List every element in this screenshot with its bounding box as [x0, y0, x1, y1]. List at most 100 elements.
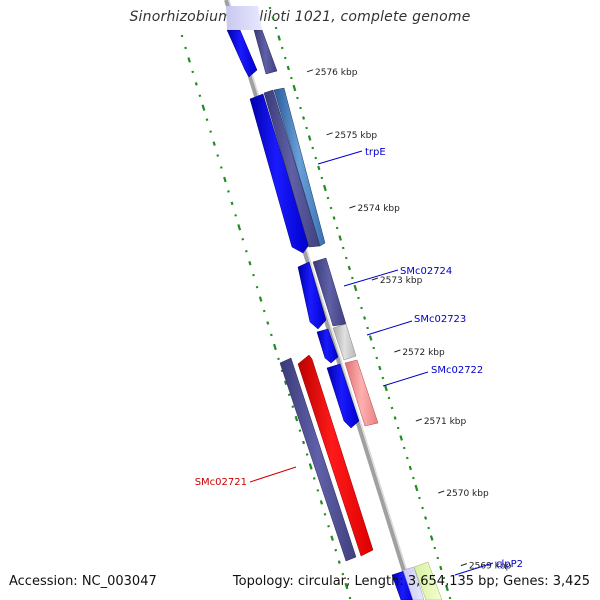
gc-skew-mark [338, 235, 342, 241]
gc-skew-mark [302, 116, 306, 120]
scale-tick-label: 2576 kbp [315, 68, 358, 78]
gc-skew-mark [402, 446, 406, 450]
gc-skew-mark [292, 84, 297, 92]
gc-skew-mark [298, 429, 302, 432]
gc-skew-mark [381, 376, 385, 380]
gc-skew-mark [368, 335, 373, 341]
gene-trpE[interactable] [249, 93, 310, 254]
gc-skew-mark [393, 416, 397, 420]
scale-tick-label: 2570 kbp [446, 489, 489, 499]
gc-skew-mark [323, 513, 327, 516]
scale-ticks: 2576 kbp 2575 kbp 2574 kbp 2573 kbp 2572 kbp… [306, 68, 512, 572]
gc-skew-mark [344, 582, 349, 590]
scale-tick-label: 2574 kbp [357, 204, 400, 214]
gc-skew-mark [223, 176, 227, 183]
gc-skew-mark [320, 176, 324, 180]
gc-skew-mark [212, 141, 216, 146]
gc-skew-mark [363, 316, 367, 320]
gc-skew-mark [283, 56, 287, 60]
gc-skew-mark [237, 224, 242, 231]
gene-top-pale[interactable] [226, 6, 262, 30]
accession-label: Accession: NC_003047 [9, 574, 157, 589]
gene-top-blue[interactable] [226, 29, 258, 78]
gc-skew-mark [360, 306, 363, 310]
cds-clpP2-a[interactable] [402, 566, 425, 600]
gc-skew-mark [184, 46, 187, 50]
gc-skew-mark [305, 453, 309, 456]
gc-skew-mark [366, 326, 369, 330]
scale-tick-label: 2573 kbp [380, 276, 423, 286]
scale-tick [326, 132, 333, 136]
gc-skew-mark [384, 384, 388, 392]
gene-label-SMc02723[interactable]: SMc02723 [414, 314, 466, 325]
cds-clpP2-b[interactable] [413, 561, 443, 600]
gc-skew-mark [252, 273, 255, 277]
gene-SMc02724[interactable] [297, 261, 327, 330]
gc-skew-mark [387, 396, 391, 400]
gc-skew-mark [353, 284, 358, 292]
gc-skew-mark [327, 524, 330, 528]
gc-skew-mark [268, 6, 272, 10]
gc-skew-mark [399, 435, 403, 441]
gene-label-SMc02722[interactable]: SMc02722 [431, 365, 483, 376]
scale-tick-label: 2575 kbp [335, 131, 378, 141]
gc-skew-mark [372, 346, 376, 350]
gc-skew-mark [341, 246, 345, 250]
gc-skew-mark [414, 484, 419, 492]
gc-skew-mark [230, 201, 234, 206]
gc-skew-mark [351, 276, 354, 280]
gene-label-clpP2[interactable]: clpP2 [496, 559, 523, 570]
gc-skew-mark [290, 76, 293, 80]
gc-skew-mark [322, 184, 327, 192]
scale-tick [306, 69, 314, 73]
genome-summary-text: Topology: circular; Length: 3,654,135 bp… [232, 574, 590, 589]
gene-label-trpE[interactable]: trpE [365, 147, 386, 158]
gc-skew-mark [448, 596, 452, 600]
gc-skew-mark [445, 584, 449, 592]
gene-SMc02722[interactable] [326, 363, 360, 429]
gc-skew-mark [433, 546, 437, 550]
gc-skew-mark [280, 46, 284, 50]
gc-skew-mark [307, 135, 312, 141]
reverse-strand-genes [279, 354, 374, 562]
gc-skew-mark [337, 560, 341, 564]
gc-skew-mark [201, 104, 206, 111]
gene-SMc02721[interactable] [297, 354, 374, 557]
scale-tick-label: 2572 kbp [402, 348, 445, 358]
gc-skew-mark [277, 35, 281, 41]
forward-strand-genes [226, 6, 443, 600]
cds-trpE-b[interactable] [273, 87, 326, 247]
gc-skew-mark [311, 146, 315, 150]
gc-skew-mark [429, 535, 434, 541]
cds-SMc02723[interactable] [332, 323, 357, 361]
gc-skew-mark [439, 565, 443, 571]
scale-tick [371, 277, 379, 281]
gc-skew-mark [191, 70, 195, 74]
gene-clpP2[interactable] [391, 570, 416, 600]
scale-tick [349, 205, 356, 209]
gc-skew-mark [326, 196, 330, 200]
gc-skew-mark [396, 426, 400, 430]
gc-skew-mark [312, 477, 316, 480]
gc-skew-mark [219, 166, 223, 169]
gc-skew-mark [348, 596, 352, 600]
cds-SMc02721[interactable] [279, 357, 357, 562]
gc-skew-track-left [180, 34, 352, 600]
cds-SMc02722[interactable] [344, 359, 379, 427]
gc-skew-mark [299, 106, 302, 110]
gc-skew-mark [294, 415, 299, 422]
gene-label-SMc02721[interactable]: SMc02721 [195, 477, 247, 488]
gc-skew-mark [209, 130, 212, 133]
gene-label-SMc02724[interactable]: SMc02724 [400, 266, 452, 277]
scale-tick [438, 490, 445, 494]
gc-skew-mark [280, 369, 284, 373]
gc-skew-mark [187, 57, 191, 63]
gc-skew-mark [378, 365, 382, 371]
gc-skew-mark [332, 216, 336, 220]
gc-skew-mark [408, 465, 412, 471]
scale-tick [394, 349, 401, 353]
gc-skew-mark [241, 238, 245, 241]
gene-SMc02723[interactable] [316, 328, 339, 364]
cds-top[interactable] [253, 29, 278, 75]
